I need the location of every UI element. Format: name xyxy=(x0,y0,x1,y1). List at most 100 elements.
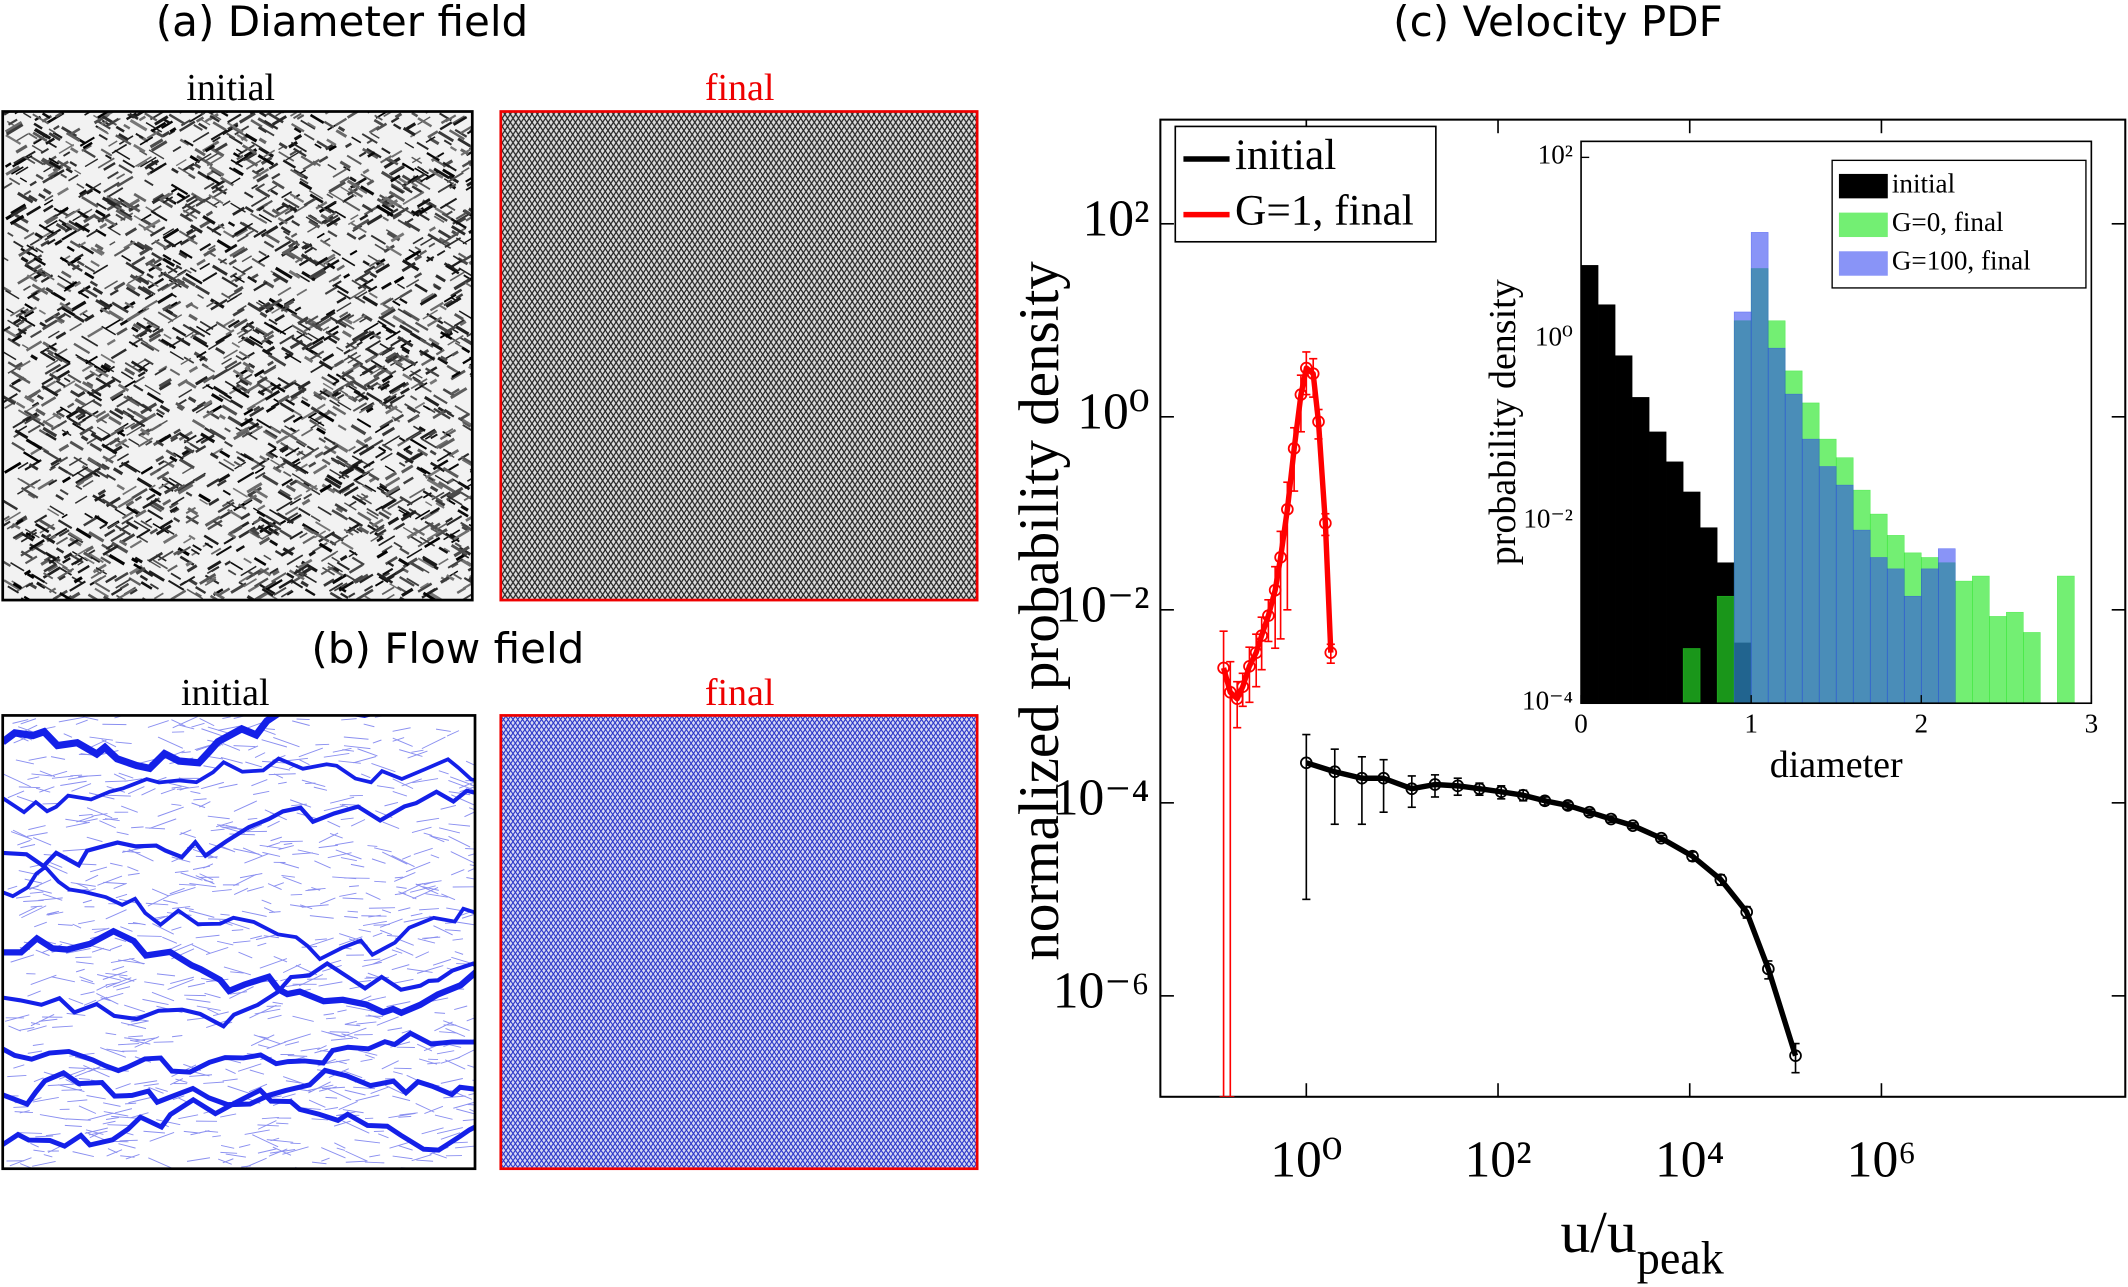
texture-stroke xyxy=(303,493,313,500)
texture-stroke xyxy=(419,338,434,348)
texture-stroke xyxy=(59,488,69,496)
texture-stroke xyxy=(188,910,215,918)
texture-stroke xyxy=(258,217,268,225)
data-point xyxy=(1324,646,1338,659)
texture-stroke xyxy=(97,875,123,886)
texture-stroke xyxy=(443,408,452,416)
texture-stroke xyxy=(310,406,320,414)
texture-stroke xyxy=(359,185,375,196)
texture-stroke xyxy=(436,249,446,257)
texture-stroke xyxy=(267,185,278,192)
texture-stroke xyxy=(366,214,383,226)
texture-stroke xyxy=(420,292,434,302)
texture-stroke xyxy=(345,523,361,534)
texture-stroke xyxy=(96,202,107,210)
texture-stroke xyxy=(350,222,367,234)
texture-stroke xyxy=(401,1029,411,1034)
texture-stroke xyxy=(12,829,29,839)
texture-stroke xyxy=(26,572,35,580)
texture-stroke xyxy=(269,567,279,575)
texture-stroke xyxy=(179,249,193,259)
texture-stroke xyxy=(114,508,127,517)
texture-stroke xyxy=(307,339,324,352)
texture-stroke xyxy=(471,184,473,188)
texture-stroke xyxy=(45,432,57,441)
texture-stroke xyxy=(94,214,105,223)
texture-stroke xyxy=(243,408,254,416)
texture-stroke xyxy=(15,133,29,143)
texture-stroke xyxy=(367,285,378,293)
texture-stroke xyxy=(416,965,444,974)
texture-stroke xyxy=(226,361,242,372)
texture-stroke xyxy=(45,1133,61,1137)
texture-stroke xyxy=(82,818,98,823)
texture-stroke xyxy=(79,425,94,436)
texture-stroke xyxy=(448,823,471,827)
texture-stroke xyxy=(367,151,376,158)
texture-stroke xyxy=(433,284,441,291)
texture-stroke xyxy=(222,200,231,207)
texture-stroke xyxy=(258,137,267,145)
histogram-bar xyxy=(1818,466,1837,704)
texture-stroke xyxy=(372,739,382,744)
texture-stroke xyxy=(186,228,194,235)
texture-stroke xyxy=(12,531,24,540)
texture-stroke xyxy=(410,370,423,379)
texture-stroke xyxy=(253,405,261,412)
texture-stroke xyxy=(300,119,316,130)
texture-stroke xyxy=(233,285,244,294)
texture-stroke xyxy=(72,923,82,929)
texture-stroke xyxy=(424,395,440,407)
texture-stroke xyxy=(409,487,426,499)
texture-stroke xyxy=(366,507,379,517)
texture-stroke xyxy=(466,332,473,338)
texture-stroke xyxy=(39,268,51,276)
texture-stroke xyxy=(316,232,325,239)
texture-stroke xyxy=(281,478,294,487)
texture-stroke xyxy=(194,147,206,157)
texture-stroke xyxy=(23,231,35,240)
texture-stroke xyxy=(349,249,358,256)
texture-stroke xyxy=(290,387,307,400)
texture-stroke xyxy=(327,852,352,859)
texture-stroke xyxy=(3,111,12,116)
panel-label: final xyxy=(705,67,775,109)
texture-stroke xyxy=(181,751,191,754)
texture-stroke xyxy=(436,1050,455,1055)
texture-stroke xyxy=(453,277,472,291)
texture-stroke xyxy=(212,1135,221,1138)
texture-stroke xyxy=(268,773,296,776)
texture-stroke xyxy=(342,194,354,203)
texture-stroke xyxy=(308,219,321,229)
texture-stroke xyxy=(193,124,203,131)
texture-stroke xyxy=(433,925,453,936)
texture-stroke xyxy=(209,756,224,760)
texture-stroke xyxy=(145,342,160,352)
texture-stroke xyxy=(329,832,343,839)
texture-stroke xyxy=(352,464,365,473)
texture-stroke xyxy=(111,376,122,384)
texture-stroke xyxy=(300,253,318,266)
texture-stroke xyxy=(362,468,374,476)
texture-stroke xyxy=(74,547,90,558)
texture-stroke xyxy=(323,752,350,758)
texture-stroke xyxy=(64,280,78,290)
texture-stroke xyxy=(173,549,181,556)
texture-stroke xyxy=(249,1004,277,1019)
texture-stroke xyxy=(101,196,117,207)
texture-stroke xyxy=(381,281,392,290)
texture-stroke xyxy=(374,423,390,434)
texture-stroke xyxy=(406,548,423,559)
texture-stroke xyxy=(350,819,366,827)
texture-stroke xyxy=(235,427,249,437)
texture-stroke xyxy=(167,564,178,573)
texture-stroke xyxy=(457,252,467,259)
texture-stroke xyxy=(230,971,244,974)
texture-stroke xyxy=(163,333,172,340)
texture-stroke xyxy=(371,762,396,773)
texture-stroke xyxy=(10,203,27,215)
texture-stroke xyxy=(397,283,406,290)
texture-stroke xyxy=(109,241,116,246)
texture-stroke xyxy=(456,1108,475,1115)
texture-stroke xyxy=(429,507,441,515)
